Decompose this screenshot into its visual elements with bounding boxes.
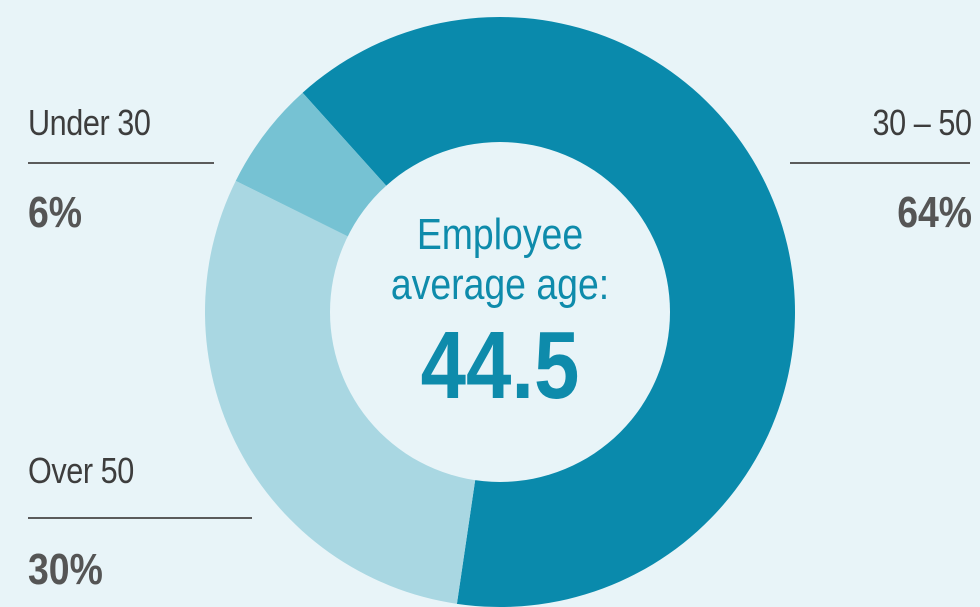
center-annotation: Employee average age: 44.5 (330, 210, 670, 416)
label-30-50: 30 – 50 (872, 102, 973, 143)
rule-over-50 (28, 517, 252, 519)
center-value: 44.5 (420, 312, 580, 419)
rule-30-50 (790, 162, 970, 164)
center-title-line-2: average age: (390, 260, 610, 309)
pct-under-30: 6% (28, 188, 83, 237)
rule-under-30 (28, 162, 214, 164)
center-title-line-1: Employee (416, 210, 584, 259)
label-over-50: Over 50 (28, 450, 134, 491)
pct-over-50: 30% (28, 545, 103, 594)
donut-hole (330, 142, 670, 482)
pct-30-50: 64% (897, 188, 972, 237)
label-under-30: Under 30 (28, 102, 151, 143)
